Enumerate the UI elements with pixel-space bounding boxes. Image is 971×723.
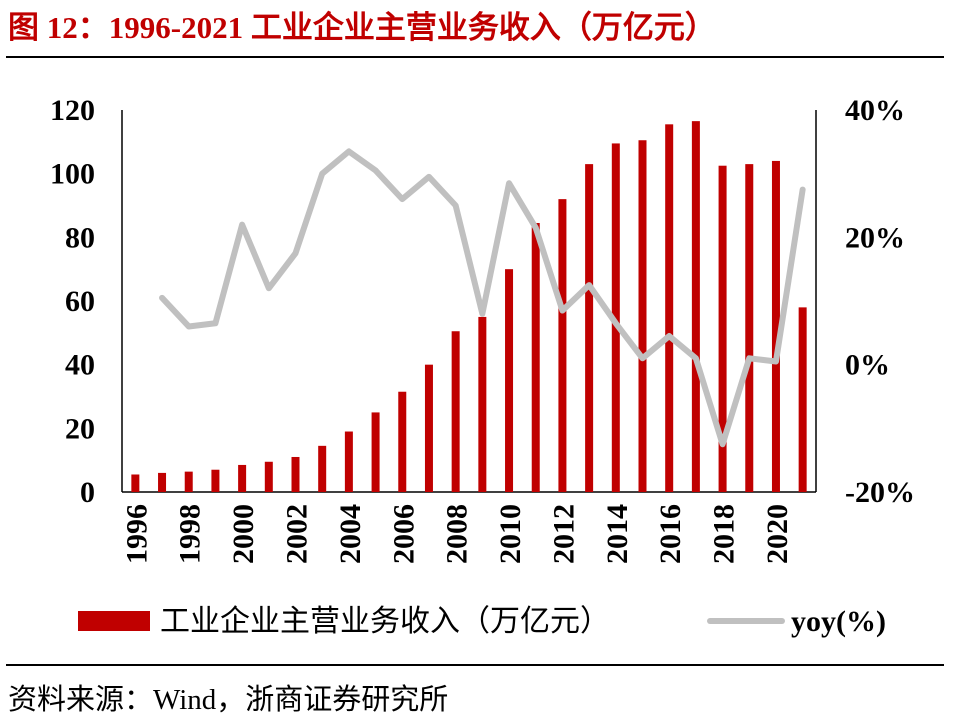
x-tick-label: 2012 (547, 504, 580, 564)
bar-2009 (478, 316, 487, 492)
x-tick-label: 2014 (601, 504, 634, 564)
bar-1996 (131, 474, 140, 492)
legend-bar-swatch (78, 611, 150, 631)
x-tick-label: 2002 (281, 504, 314, 564)
bar-2002 (291, 456, 300, 492)
left-tick-label: 20 (65, 412, 95, 445)
x-tick-label: 2008 (441, 504, 474, 564)
bar-2017 (691, 121, 700, 492)
right-tick-label: -20% (845, 476, 915, 509)
top-rule (6, 56, 944, 58)
bar-2021 (798, 307, 807, 492)
left-axis-ticks: 0 20 40 60 80 100 120 (50, 94, 95, 509)
x-tick-label: 2010 (494, 504, 527, 564)
bar-2004 (344, 431, 353, 492)
bar-2014 (611, 143, 620, 492)
bar-2007 (424, 364, 433, 492)
x-tick-label: 1996 (120, 504, 153, 564)
bar-2016 (665, 124, 674, 492)
bottom-rule (6, 664, 944, 666)
bar-series (131, 121, 807, 493)
bar-2005 (371, 412, 380, 492)
right-tick-label: 0% (845, 349, 890, 382)
bar-2011 (531, 223, 540, 492)
legend-bar-label: 工业企业主营业务收入（万亿元） (160, 605, 610, 638)
bar-1998 (184, 471, 193, 492)
line-series (159, 148, 806, 448)
bar-2010 (505, 269, 514, 492)
x-tick-label: 1998 (174, 504, 207, 564)
x-tick-label: 2004 (334, 504, 367, 564)
bar-2003 (318, 445, 327, 492)
right-tick-label: 20% (845, 221, 905, 254)
right-axis-ticks: -20% 0% 20% 40% (845, 94, 915, 509)
figure-title: 图 12：1996-2021 工业企业主营业务收入（万亿元） (8, 10, 716, 45)
left-tick-label: 120 (50, 94, 95, 127)
bar-2008 (451, 331, 460, 492)
bar-1997 (158, 472, 167, 492)
x-tick-label: 2020 (761, 504, 794, 564)
x-axis-ticks: 1996 1998 2000 2002 2004 2006 2008 2010 2012 2014… (120, 504, 794, 564)
right-tick-label: 40% (845, 94, 905, 127)
bar-2013 (585, 164, 594, 492)
left-tick-label: 0 (80, 476, 95, 509)
legend: 工业企业主营业务收入（万亿元） yoy(%) (78, 605, 886, 638)
source-note: 资料来源：Wind，浙商证券研究所 (8, 684, 449, 716)
legend-line-label: yoy(%) (791, 605, 886, 638)
left-tick-label: 100 (50, 158, 95, 191)
bar-2018 (718, 165, 727, 492)
bar-2015 (638, 140, 647, 493)
x-tick-label: 2016 (654, 504, 687, 564)
bar-2006 (398, 391, 407, 492)
left-tick-label: 60 (65, 285, 95, 318)
x-tick-label: 2006 (387, 504, 420, 564)
left-tick-label: 80 (65, 221, 95, 254)
bar-2001 (264, 461, 273, 492)
bar-2000 (238, 464, 247, 492)
x-tick-label: 2018 (708, 504, 741, 564)
bar-2019 (745, 164, 754, 492)
bar-1999 (211, 469, 220, 492)
chart-axes (121, 110, 817, 493)
x-tick-label: 2000 (227, 504, 260, 564)
left-tick-label: 40 (65, 349, 95, 382)
bar-2020 (771, 160, 780, 492)
bar-2012 (558, 199, 567, 492)
